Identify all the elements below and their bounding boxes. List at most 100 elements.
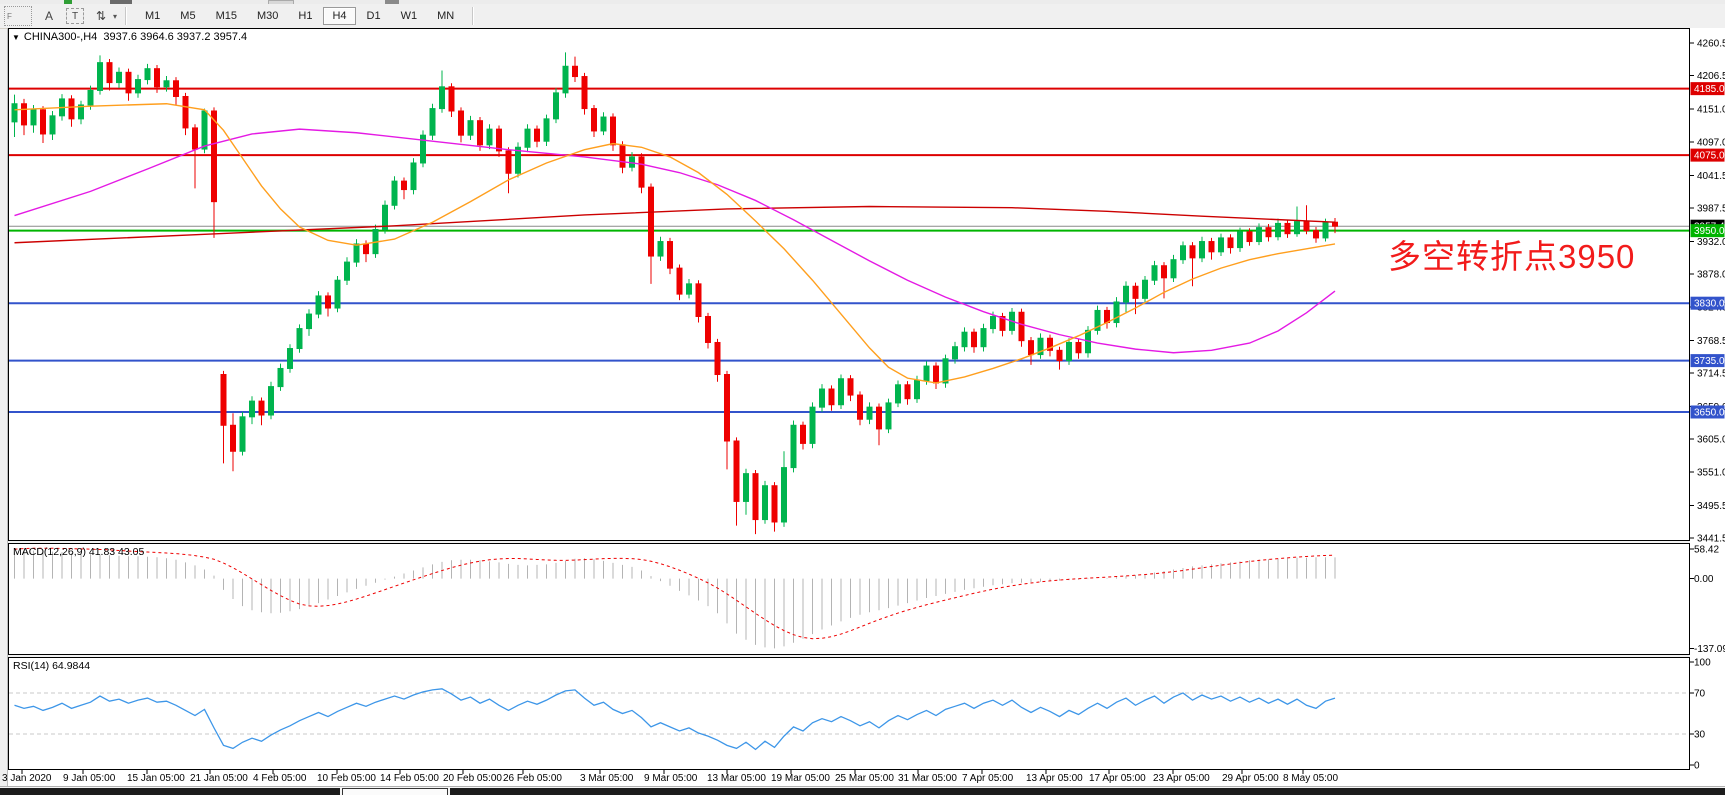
- price-tick-label: 4041.5: [1697, 171, 1725, 182]
- candle: [296, 328, 303, 350]
- candle: [1132, 285, 1139, 299]
- price-tick-label: 3495.5: [1697, 501, 1725, 512]
- timeframe-m15-button[interactable]: M15: [215, 10, 237, 22]
- candle: [695, 283, 702, 317]
- candle: [648, 186, 654, 257]
- candle: [125, 71, 132, 94]
- candle: [819, 388, 825, 408]
- active-tab-fragment[interactable]: [342, 788, 448, 795]
- candle: [448, 86, 455, 112]
- pattern-box-icon[interactable]: F: [4, 6, 32, 26]
- price-tick-label: 4260.5: [1697, 39, 1725, 50]
- rsi-pane[interactable]: [8, 657, 1690, 770]
- candle: [942, 358, 949, 384]
- timeframe-w1-button[interactable]: W1: [400, 10, 418, 22]
- time-tick-label: 10 Feb 05:00: [317, 773, 376, 784]
- candle: [1313, 230, 1319, 239]
- text-label-icon[interactable]: A: [44, 9, 53, 23]
- time-tick-label: 29 Apr 05:00: [1222, 773, 1279, 784]
- candle: [904, 384, 911, 400]
- candle: [1056, 349, 1063, 362]
- time-tick-label: 15 Jan 05:00: [127, 773, 185, 784]
- price-tick-label: 3441.5: [1697, 534, 1725, 545]
- candle: [1218, 237, 1224, 253]
- time-tick-label: 31 Mar 05:00: [898, 773, 957, 784]
- candle: [106, 62, 113, 84]
- candle: [686, 283, 692, 295]
- candle: [163, 80, 170, 88]
- candle: [1256, 227, 1262, 243]
- candle: [1123, 285, 1129, 303]
- timeframe-m30-button[interactable]: M30: [256, 10, 279, 22]
- timeframe-d1-button[interactable]: D1: [366, 10, 381, 22]
- candle: [154, 68, 160, 88]
- candle: [182, 95, 189, 129]
- chart-text-annotation: 多空转折点3950: [1388, 238, 1636, 275]
- collapse-triangle-icon[interactable]: ▼: [12, 33, 20, 42]
- candle: [334, 279, 341, 309]
- tab-fragment: [450, 788, 1725, 795]
- candle: [49, 115, 56, 135]
- clipped-tab-bar: [0, 787, 1725, 795]
- macd-indicator-label: MACD(12,26,9) 41.83 43.05: [13, 546, 145, 558]
- candle: [429, 108, 436, 136]
- candle: [486, 128, 493, 146]
- candle: [961, 331, 968, 348]
- timeframe-m1-button[interactable]: M1: [145, 10, 161, 22]
- timeframe-m5-button[interactable]: M5: [180, 10, 196, 22]
- candle: [239, 416, 246, 452]
- candle: [230, 424, 236, 452]
- candle: [505, 150, 512, 174]
- text-box-icon[interactable]: T: [66, 8, 84, 24]
- toolbar-separator: [125, 7, 128, 25]
- candle: [771, 485, 778, 523]
- timeframe-h1-button[interactable]: H1: [298, 10, 313, 22]
- timeframe-mn-button[interactable]: MN: [437, 10, 455, 22]
- candle: [933, 365, 939, 384]
- dropdown-caret-icon[interactable]: ▾: [113, 11, 118, 21]
- candle: [287, 348, 293, 369]
- candle: [467, 120, 474, 136]
- price-tick-label: 4151.0: [1697, 105, 1725, 116]
- candle: [135, 79, 141, 94]
- candle: [790, 424, 797, 469]
- candle: [410, 162, 417, 191]
- timeframe-h4-button[interactable]: H4: [323, 7, 356, 25]
- candle: [306, 313, 312, 330]
- candle: [895, 384, 901, 404]
- candle: [676, 267, 683, 295]
- candle: [733, 440, 740, 502]
- candle: [1180, 245, 1186, 261]
- candle: [1303, 221, 1310, 232]
- time-tick-label: 7 Apr 05:00: [962, 773, 1014, 784]
- macd-pane[interactable]: [8, 543, 1690, 655]
- candle: [496, 128, 502, 152]
- candle: [1142, 279, 1148, 299]
- candle: [743, 473, 749, 502]
- candle: [1170, 259, 1177, 279]
- candle: [192, 127, 198, 150]
- candle: [420, 134, 426, 164]
- candle: [553, 92, 559, 120]
- time-tick-label: 20 Feb 05:00: [443, 773, 502, 784]
- candle: [1189, 245, 1196, 259]
- time-tick-label: 13 Mar 05:00: [707, 773, 766, 784]
- main-pane[interactable]: [8, 28, 1690, 541]
- candle: [1075, 341, 1082, 354]
- price-tick-label: 4206.5: [1697, 71, 1725, 82]
- macd-tick-label: -137.09: [1694, 644, 1725, 655]
- candle: [828, 388, 835, 406]
- price-line-badge: [1690, 224, 1725, 238]
- price-tick-label: 3987.5: [1697, 204, 1725, 215]
- cursor-arrows-icon[interactable]: ⇅: [95, 9, 107, 23]
- time-tick-label: 9 Mar 05:00: [644, 773, 698, 784]
- time-tick-label: 25 Mar 05:00: [835, 773, 894, 784]
- candle: [866, 406, 873, 420]
- time-tick-label: 17 Apr 05:00: [1089, 773, 1146, 784]
- rsi-line: [14, 688, 1336, 751]
- time-tick-label: 19 Mar 05:00: [771, 773, 830, 784]
- toolbar-fragment: [110, 0, 132, 4]
- candle: [1284, 222, 1291, 235]
- candle: [724, 374, 730, 442]
